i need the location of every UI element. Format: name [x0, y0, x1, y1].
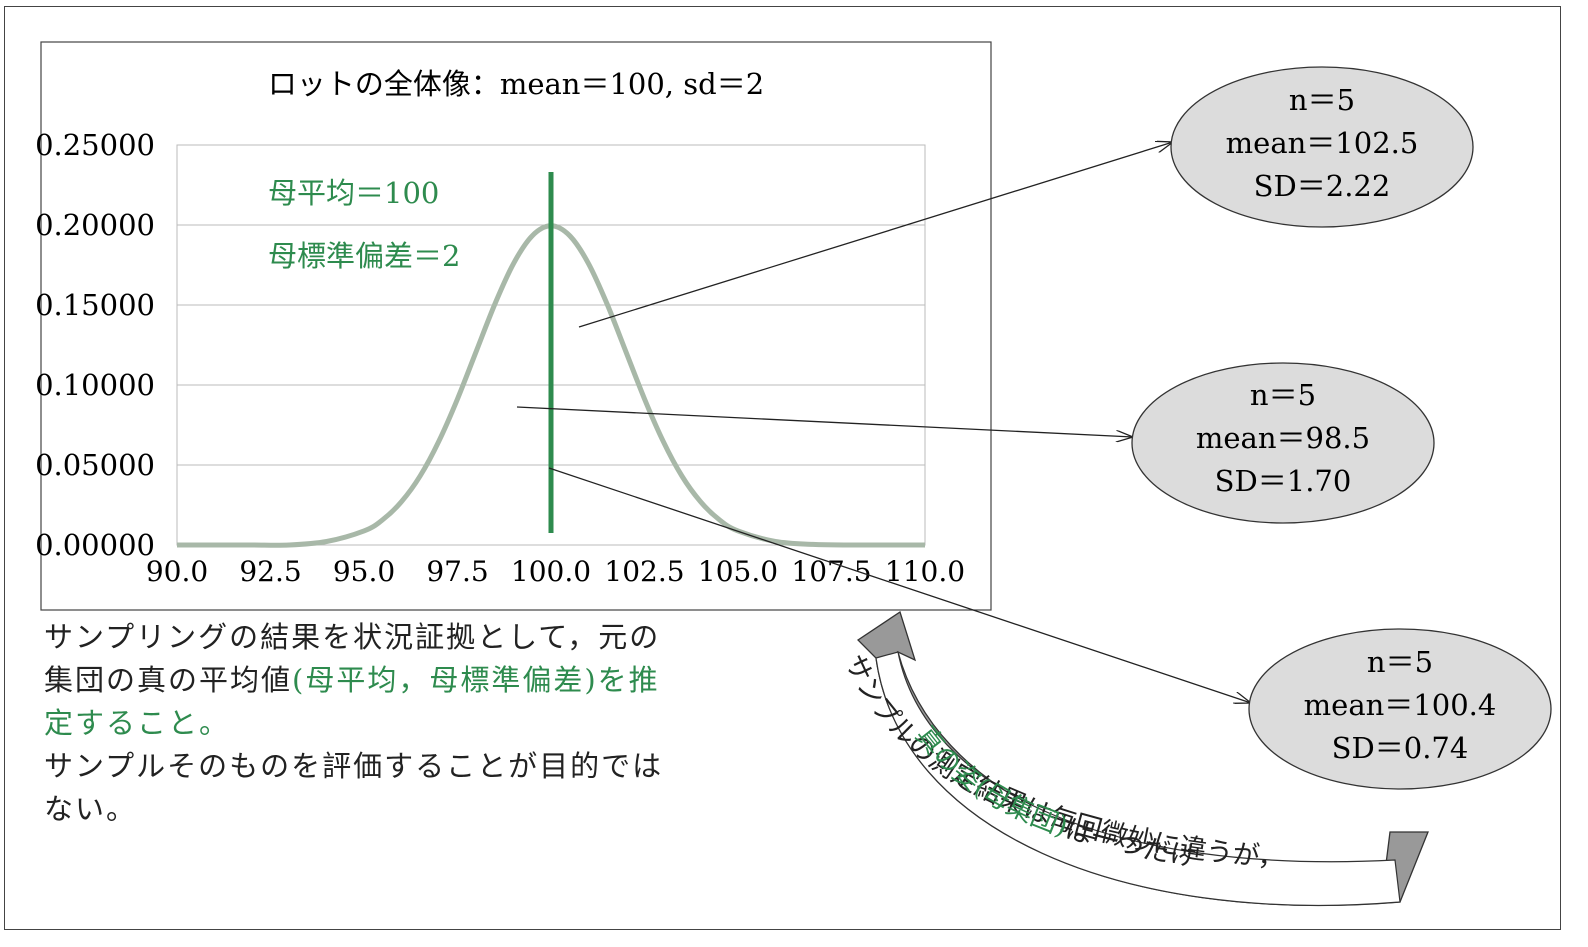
annotation-population-mean: 母平均＝100 — [268, 176, 439, 210]
figure-frame — [4, 6, 1561, 930]
explanation-line-2: 集団の真の平均値(母平均，母標準偏差)を推 — [44, 659, 724, 702]
chart-box — [40, 41, 992, 611]
sample-1-sd: SD＝2.22 — [1254, 169, 1391, 203]
sample-3-sd: SD＝0.74 — [1332, 731, 1469, 765]
x-tick-label: 105.0 — [698, 555, 778, 588]
chart-title: ロットの全体像：mean＝100, sd＝2 — [268, 67, 764, 101]
y-axis-ticks: 0.00000 0.05000 0.10000 0.15000 0.20000 0.250… — [35, 128, 155, 562]
x-axis-ticks: 90.0 92.5 95.0 97.5 100.0 102.5 105.0 107.5 110.… — [146, 555, 965, 588]
explanation-line-2a: 集団の真の平均値 — [44, 663, 293, 697]
pointer-line-3 — [548, 467, 1251, 703]
y-tick-label: 0.10000 — [35, 368, 155, 402]
curved-arrow-white-band — [875, 651, 1401, 906]
sample-3-n: n＝5 — [1367, 645, 1433, 679]
sample-2-sd: SD＝1.70 — [1215, 464, 1352, 498]
sample-1-mean: mean＝102.5 — [1226, 126, 1419, 160]
explanation-line-4: サンプルそのものを評価することが目的では — [44, 749, 664, 783]
y-tick-label: 0.05000 — [35, 448, 155, 482]
sample-2-n: n＝5 — [1250, 378, 1316, 412]
explanation-line-5: ない。 — [44, 792, 138, 826]
explanation-line-1: サンプリングの結果を状況証拠として，元の — [44, 620, 661, 654]
y-tick-label: 0.25000 — [35, 128, 155, 162]
explanation-line-2b: (母平均，母標準偏差)を推 — [292, 663, 660, 697]
x-tick-label: 102.5 — [604, 555, 684, 588]
sample-2-mean: mean＝98.5 — [1196, 421, 1370, 455]
x-tick-label: 110.0 — [885, 555, 965, 588]
sample-1-n: n＝5 — [1289, 83, 1355, 117]
sample-ellipse-1: n＝5 mean＝102.5 SD＝2.22 — [1170, 66, 1474, 228]
annotation-population-sd: 母標準偏差＝2 — [268, 239, 460, 273]
explanation-line-3: 定すること。 — [44, 706, 231, 740]
pointer-line-1 — [578, 142, 1173, 328]
y-tick-label: 0.00000 — [35, 528, 155, 562]
sample-3-mean: mean＝100.4 — [1304, 688, 1497, 722]
pointer-line-2 — [516, 406, 1133, 437]
sample-ellipse-2: n＝5 mean＝98.5 SD＝1.70 — [1131, 362, 1435, 524]
y-tick-label: 0.20000 — [35, 208, 155, 242]
x-tick-label: 92.5 — [239, 555, 301, 588]
y-tick-label: 0.15000 — [35, 288, 155, 322]
x-tick-label: 90.0 — [146, 555, 208, 588]
sample-ellipse-3: n＝5 mean＝100.4 SD＝0.74 — [1248, 628, 1552, 790]
x-tick-label: 97.5 — [426, 555, 488, 588]
x-tick-label: 95.0 — [333, 555, 395, 588]
explanation-text: サンプリングの結果を状況証拠として，元の 集団の真の平均値(母平均，母標準偏差)… — [44, 616, 724, 831]
x-tick-label: 100.0 — [511, 555, 591, 588]
